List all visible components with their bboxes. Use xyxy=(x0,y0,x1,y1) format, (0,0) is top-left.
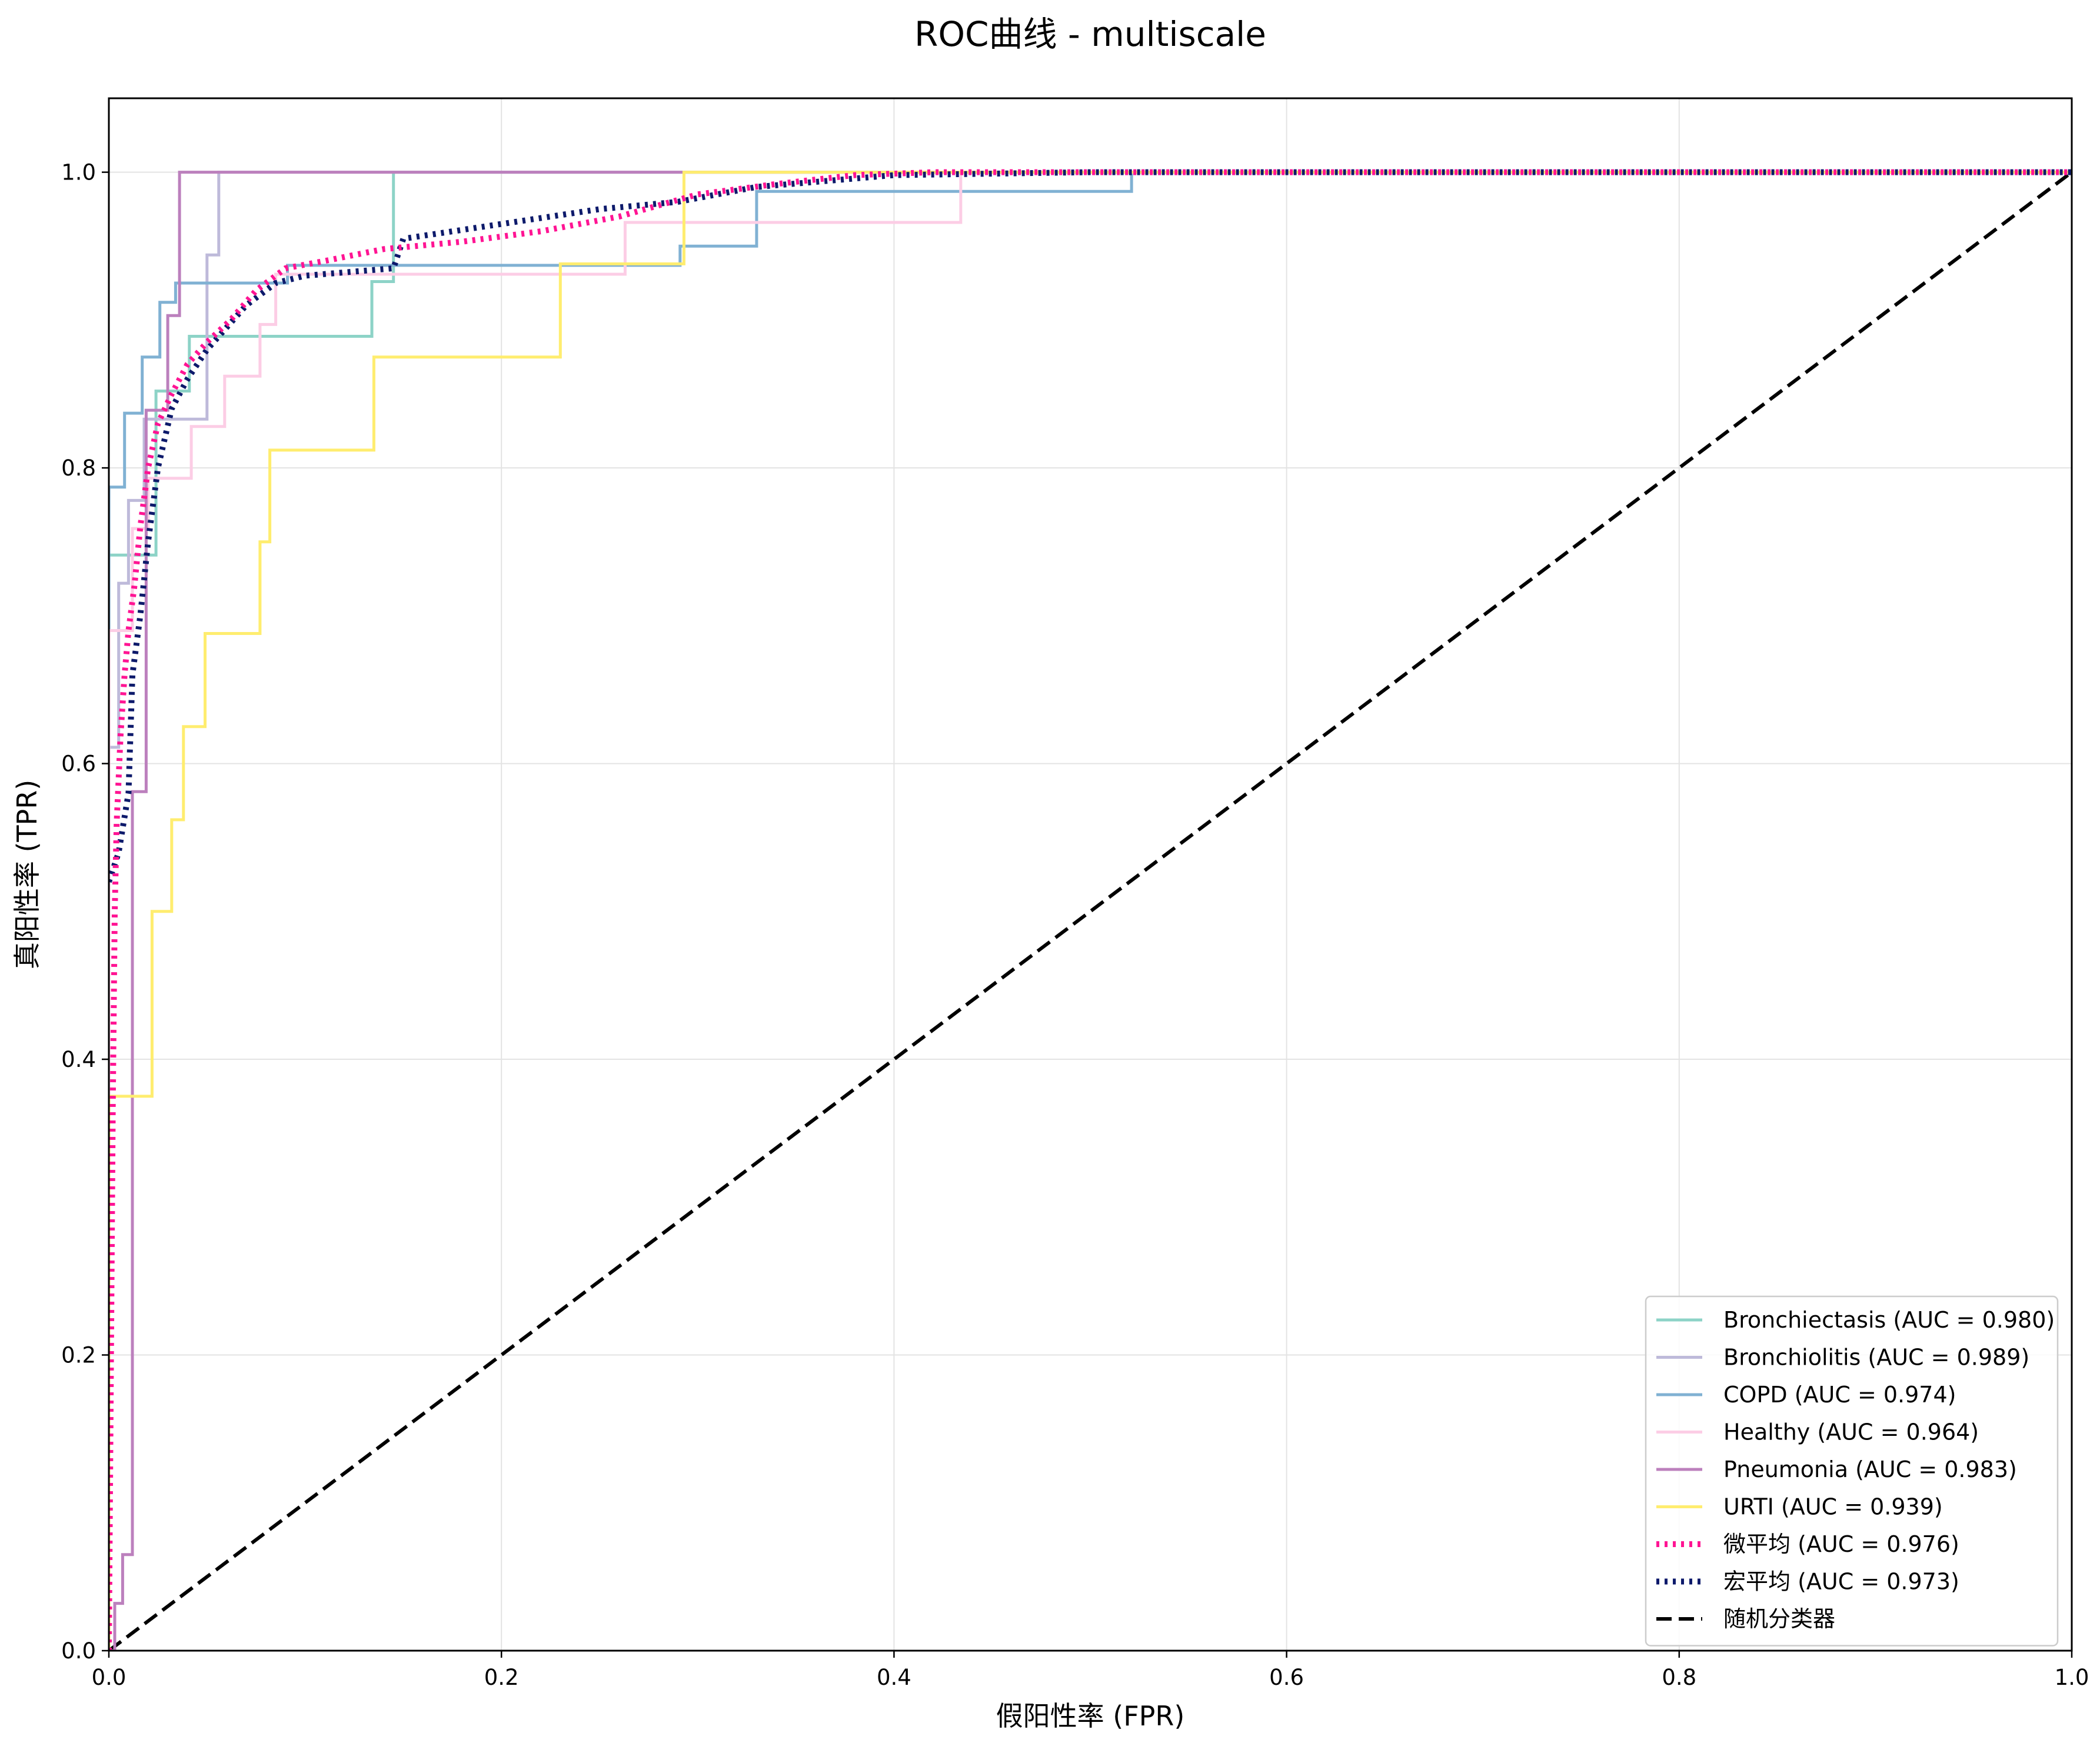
legend-entry-label: URTI (AUC = 0.939) xyxy=(1723,1494,1943,1520)
x-tick-label: 0.2 xyxy=(484,1665,519,1690)
ticks: 0.0 0.2 0.4 0.6 0.8 1.0 0.0 0.2 0.4 0.6 0.8 1.0 xyxy=(61,160,2089,1690)
x-tick-label: 0.4 xyxy=(877,1665,911,1690)
y-tick-label: 0.8 xyxy=(61,455,96,481)
y-axis-label: 真阳性率 (TPR) xyxy=(11,780,43,969)
y-tick-label: 0.0 xyxy=(61,1638,96,1664)
legend-entry-label: Bronchiectasis (AUC = 0.980) xyxy=(1723,1307,2055,1333)
legend-entry-label: Healthy (AUC = 0.964) xyxy=(1723,1419,1979,1445)
legend-entry-label: 随机分类器 xyxy=(1723,1606,1835,1632)
series-line-3 xyxy=(109,171,2072,1651)
legend-entry-label: Pneumonia (AUC = 0.983) xyxy=(1723,1456,2017,1482)
series-line-5 xyxy=(109,171,2072,1651)
chart-title: ROC曲线 - multiscale xyxy=(914,14,1266,54)
grid xyxy=(108,98,2072,1651)
y-tick-label: 1.0 xyxy=(61,160,96,185)
series-line-7 xyxy=(109,169,2072,883)
plot-frame xyxy=(108,97,2073,1652)
legend-entry-label: Bronchiolitis (AUC = 0.989) xyxy=(1723,1345,2029,1371)
series-line-8 xyxy=(109,171,2072,1651)
series-line-2 xyxy=(109,171,2072,1651)
plot-series-group xyxy=(109,169,2072,1651)
y-tick-label: 0.4 xyxy=(61,1047,96,1072)
legend: Bronchiectasis (AUC = 0.980) Bronchioliti… xyxy=(1645,1295,2059,1647)
x-tick-label: 0.8 xyxy=(1662,1665,1696,1690)
legend-entry-label: 微平均 (AUC = 0.976) xyxy=(1723,1531,1959,1557)
x-axis-label: 假阳性率 (FPR) xyxy=(996,1700,1185,1732)
legend-entry-label: 宏平均 (AUC = 0.973) xyxy=(1723,1569,1959,1595)
x-tick-label: 0.6 xyxy=(1269,1665,1304,1690)
y-tick-label: 0.6 xyxy=(61,751,96,777)
legend-entry-label: COPD (AUC = 0.974) xyxy=(1723,1382,1956,1408)
x-tick-label: 0.0 xyxy=(92,1665,127,1690)
x-tick-label: 1.0 xyxy=(2055,1665,2089,1690)
series-line-1 xyxy=(109,171,2072,1651)
y-tick-label: 0.2 xyxy=(61,1343,96,1368)
series-line-4 xyxy=(109,171,2072,1651)
legend-box xyxy=(1645,1295,2059,1647)
